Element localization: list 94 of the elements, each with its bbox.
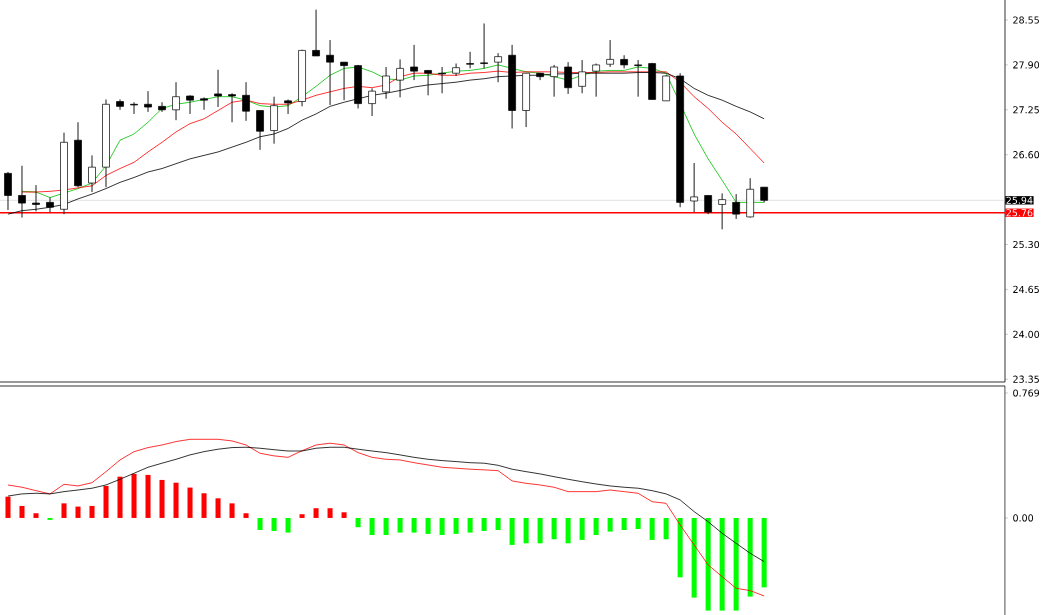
bar: [761, 517, 767, 588]
candlestick: [186, 94, 194, 115]
y-tick-label: 27.25: [1013, 106, 1039, 114]
bar: [271, 517, 277, 531]
bar: [19, 505, 25, 518]
bar: [495, 517, 501, 530]
candlestick: [312, 9, 320, 57]
bar: [677, 517, 683, 578]
bar: [467, 517, 473, 533]
bar: [243, 513, 249, 518]
bar: [159, 479, 165, 518]
bar: [537, 517, 543, 544]
bar: [61, 503, 67, 518]
ref-line-label: 25.94: [1006, 196, 1033, 204]
candlestick: [88, 154, 96, 193]
bar: [733, 517, 739, 611]
candlestick: [172, 81, 180, 121]
y-tick-label: 24.00: [1013, 330, 1040, 338]
candlestick: [718, 192, 726, 230]
bar: [649, 517, 655, 540]
candlestick: [410, 44, 418, 81]
candlestick: [200, 96, 208, 111]
candlestick: [452, 63, 460, 77]
bar: [565, 517, 571, 544]
bar: [89, 505, 95, 518]
bar: [719, 517, 725, 611]
candlestick: [144, 90, 152, 113]
candlestick: [116, 99, 124, 111]
line-series: [7, 446, 765, 563]
bar: [215, 498, 221, 518]
bar: [145, 474, 151, 518]
bar: [621, 517, 627, 530]
bar: [579, 517, 585, 540]
bar: [75, 506, 81, 518]
bar: [341, 512, 347, 518]
bar: [327, 508, 333, 518]
bar: [369, 517, 375, 536]
candlestick: [242, 81, 250, 122]
bar: [453, 517, 459, 534]
bar: [439, 517, 445, 536]
bar: [593, 517, 599, 536]
candlestick: [466, 51, 474, 69]
bar: [607, 517, 613, 532]
candlestick: [228, 92, 236, 123]
bar: [33, 513, 39, 518]
candlestick: [158, 101, 166, 113]
bar: [299, 514, 305, 518]
candlestick: [606, 39, 614, 68]
bar: [117, 476, 123, 518]
candlestick: [690, 162, 698, 213]
bar: [425, 517, 431, 534]
bar: [187, 487, 193, 518]
bar: [691, 517, 697, 598]
bar: [509, 517, 515, 545]
bar: [131, 473, 137, 518]
bar: [103, 485, 109, 518]
y-tick-label: 26.60: [1013, 151, 1040, 159]
y-tick-label: 0.00: [1013, 514, 1034, 522]
bar: [173, 482, 179, 518]
bar: [635, 517, 641, 530]
bar: [551, 517, 557, 540]
bar: [747, 517, 753, 597]
candlestick: [704, 195, 712, 215]
y-tick-label: 28.55: [1013, 16, 1039, 24]
bar: [481, 517, 487, 531]
ref-line-label: 25.76: [1006, 209, 1033, 217]
bar: [523, 517, 529, 544]
y-tick-label: 23.35: [1013, 375, 1039, 383]
candlestick: [368, 87, 376, 117]
y-tick-label: 27.90: [1013, 61, 1040, 69]
bar: [355, 517, 361, 528]
candlestick: [130, 101, 138, 115]
bar: [313, 508, 319, 518]
candlestick: [284, 99, 292, 115]
candlestick: [32, 184, 40, 212]
bar: [397, 517, 403, 533]
bar: [201, 493, 207, 518]
candlestick: [214, 69, 222, 108]
y-tick-label: 0.769: [1013, 389, 1040, 397]
bar: [285, 517, 291, 533]
candlestick: [732, 193, 740, 220]
y-tick-label: 25.30: [1013, 240, 1040, 249]
y-tick-label: 24.65: [1013, 285, 1039, 294]
bar: [383, 517, 389, 536]
candlestick: [256, 110, 264, 151]
bar: [411, 517, 417, 533]
bar: [5, 496, 11, 518]
candlestick: [620, 54, 628, 69]
candlestick: [480, 23, 488, 69]
bar: [257, 517, 263, 530]
bar: [663, 517, 669, 540]
candlestick: [4, 171, 12, 211]
bar: [705, 517, 711, 611]
bar: [229, 503, 235, 518]
